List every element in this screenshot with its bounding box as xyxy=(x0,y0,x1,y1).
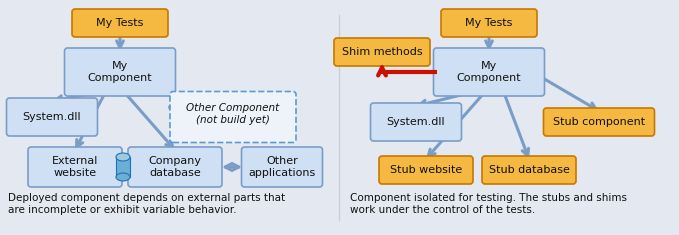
FancyBboxPatch shape xyxy=(7,98,98,136)
FancyBboxPatch shape xyxy=(371,103,462,141)
FancyBboxPatch shape xyxy=(543,108,655,136)
Text: My
Component: My Component xyxy=(88,61,152,83)
FancyBboxPatch shape xyxy=(170,91,296,142)
FancyBboxPatch shape xyxy=(28,147,122,187)
Text: Company
database: Company database xyxy=(149,156,202,178)
FancyBboxPatch shape xyxy=(72,9,168,37)
FancyBboxPatch shape xyxy=(128,147,222,187)
Bar xyxy=(116,157,130,177)
Text: Deployed component depends on external parts that
are incomplete or exhibit vari: Deployed component depends on external p… xyxy=(8,193,285,215)
Text: My Tests: My Tests xyxy=(465,18,513,28)
Text: Component isolated for testing. The stubs and shims
work under the control of th: Component isolated for testing. The stub… xyxy=(350,193,627,215)
FancyBboxPatch shape xyxy=(242,147,323,187)
FancyBboxPatch shape xyxy=(65,48,175,96)
Text: Stub database: Stub database xyxy=(489,165,570,175)
Text: System.dll: System.dll xyxy=(22,112,81,122)
FancyBboxPatch shape xyxy=(334,38,430,66)
FancyBboxPatch shape xyxy=(433,48,545,96)
Text: External
website: External website xyxy=(52,156,98,178)
Text: Other
applications: Other applications xyxy=(249,156,316,178)
Text: Stub website: Stub website xyxy=(390,165,462,175)
FancyBboxPatch shape xyxy=(379,156,473,184)
Text: Stub component: Stub component xyxy=(553,117,645,127)
Text: Other Component
(not build yet): Other Component (not build yet) xyxy=(186,103,280,125)
Text: My
Component: My Component xyxy=(457,61,521,83)
FancyBboxPatch shape xyxy=(482,156,576,184)
Ellipse shape xyxy=(116,153,130,161)
FancyBboxPatch shape xyxy=(441,9,537,37)
Ellipse shape xyxy=(116,173,130,181)
Text: System.dll: System.dll xyxy=(386,117,445,127)
Text: Shim methods: Shim methods xyxy=(342,47,422,57)
Text: My Tests: My Tests xyxy=(96,18,144,28)
